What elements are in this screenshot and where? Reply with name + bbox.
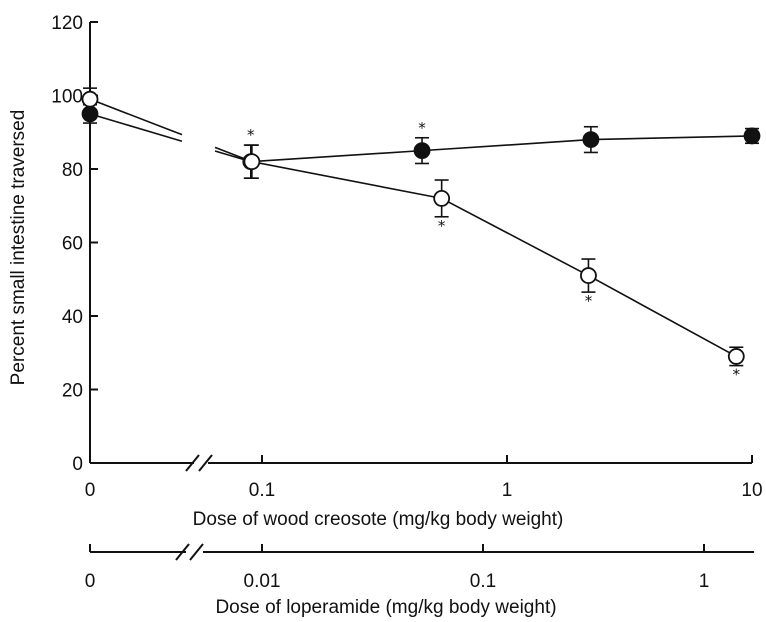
y-tick-label: 80: [62, 160, 83, 181]
x-axis-break-mark: [198, 454, 213, 472]
y-tick-label: 120: [51, 13, 83, 34]
x-axis-title: Dose of wood creosote (mg/kg body weight…: [193, 509, 564, 530]
x2-axis-break-mark: [189, 543, 204, 561]
x-tick-label: 1: [502, 480, 513, 501]
x2-axis-title: Dose of loperamide (mg/kg body weight): [215, 597, 556, 618]
x2-tick-label: 1: [699, 571, 710, 592]
data-point-filled: [413, 142, 431, 160]
x-axis-break-mark: [185, 454, 200, 472]
series-segment: [89, 113, 183, 142]
series-wood-creosote: * *: [81, 103, 761, 179]
y-tick-label: 40: [62, 307, 83, 328]
data-point-open: [727, 348, 745, 365]
series-segment: [421, 138, 591, 152]
y-axis-title: Percent small intestine traversed: [8, 110, 29, 386]
data-point-open: [580, 267, 597, 284]
series-segment: [250, 149, 423, 163]
x-tick-label: 10: [741, 480, 762, 501]
x2-tick-label: 0.01: [244, 571, 281, 592]
series-segment: [89, 98, 183, 136]
x-tick-label: 0: [85, 480, 96, 501]
data-point-open: [243, 153, 261, 171]
x-tick-label: 0.1: [249, 480, 275, 501]
x2-tick-label: 0.1: [470, 571, 496, 592]
significance-star: *: [247, 126, 255, 144]
x2-tick-label: 0: [85, 571, 96, 592]
significance-star: *: [733, 366, 741, 384]
series-segment: [251, 160, 442, 200]
significance-star: *: [585, 292, 593, 310]
data-point-open: [81, 90, 99, 108]
y-tick-label: 60: [62, 234, 83, 255]
y-tick-label: 20: [62, 381, 83, 402]
series-segment: [588, 274, 737, 358]
y-tick-label: 100: [51, 87, 83, 108]
significance-star: *: [418, 119, 426, 137]
series-segment: [441, 197, 589, 277]
y-tick-label: 0: [72, 454, 83, 475]
x2-axis-break-mark: [175, 543, 190, 561]
significance-star: *: [438, 217, 446, 235]
series-segment: [590, 135, 753, 141]
data-point-filled: [582, 131, 600, 149]
series-loperamide: * * *: [81, 87, 745, 384]
data-point-open: [433, 189, 451, 207]
data-point-filled: [743, 127, 761, 145]
